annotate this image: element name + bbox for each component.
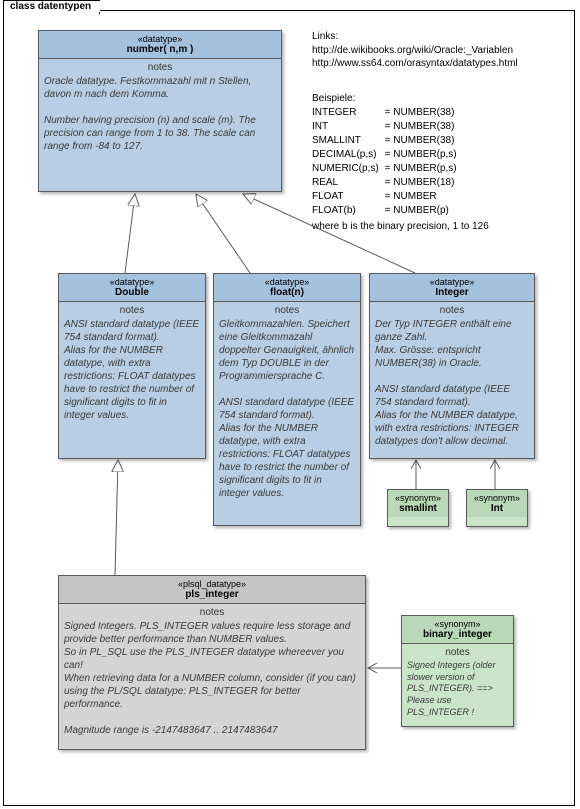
class-title: «datatype» Integer <box>370 274 534 302</box>
link-1: http://de.wikibooks.org/wiki/Oracle:_Var… <box>312 44 518 58</box>
links-heading: Links: <box>312 30 518 44</box>
examples-note: where b is the binary precision, 1 to 12… <box>312 218 489 234</box>
class-name: binary_integer <box>406 629 509 640</box>
frame-label: class datentypen <box>3 0 100 14</box>
notes-label: notes <box>59 302 205 316</box>
stereotype: «synonym» <box>406 619 509 629</box>
stereotype: «synonym» <box>471 493 523 503</box>
table-row: INTEGER= NUMBER(38) <box>312 106 463 120</box>
class-name: pls_integer <box>63 589 361 600</box>
class-title: «synonym» Int <box>467 490 527 517</box>
class-binary-integer: «synonym» binary_integer notes Signed In… <box>401 615 514 727</box>
table-row: FLOAT(b)= NUMBER(p) <box>312 204 463 218</box>
notes-label: notes <box>39 59 281 73</box>
class-title: «plsql_datatype» pls_integer <box>59 576 365 604</box>
stereotype: «datatype» <box>374 277 530 287</box>
class-title: «datatype» Double <box>59 274 205 302</box>
notes-label: notes <box>402 644 513 658</box>
notes-text: Signed Integers (older slower version of… <box>402 658 513 724</box>
class-name: number( n,m ) <box>43 44 277 55</box>
class-title: «synonym» binary_integer <box>402 616 513 644</box>
table-row: DECIMAL(p,s)= NUMBER(p,s) <box>312 148 463 162</box>
table-row: INT= NUMBER(38) <box>312 120 463 134</box>
table-row: SMALLINT= NUMBER(38) <box>312 134 463 148</box>
class-name: smallint <box>392 503 444 514</box>
stereotype: «plsql_datatype» <box>63 579 361 589</box>
stereotype: «datatype» <box>218 277 356 287</box>
notes-text: Der Typ INTEGER enthält eine ganze Zahl.… <box>370 316 534 454</box>
class-number: «datatype» number( n,m ) notes Oracle da… <box>38 30 282 192</box>
table-row: NUMERIC(p,s)= NUMBER(p,s) <box>312 162 463 176</box>
class-name: Int <box>471 503 523 514</box>
notes-label: notes <box>370 302 534 316</box>
table-row: FLOAT= NUMBER <box>312 190 463 204</box>
class-float: «datatype» float(n) notes Gleitkommazahl… <box>213 273 361 526</box>
class-title: «datatype» float(n) <box>214 274 360 302</box>
links-block: Links: http://de.wikibooks.org/wiki/Orac… <box>312 30 518 71</box>
examples-block: Beispiele: INTEGER= NUMBER(38) INT= NUMB… <box>312 92 489 234</box>
examples-table: INTEGER= NUMBER(38) INT= NUMBER(38) SMAL… <box>312 106 463 218</box>
examples-heading: Beispiele: <box>312 92 489 106</box>
stereotype: «synonym» <box>392 493 444 503</box>
class-title: «synonym» smallint <box>388 490 448 517</box>
notes-label: notes <box>59 604 365 618</box>
link-2: http://www.ss64.com/orasyntax/datatypes.… <box>312 57 518 71</box>
class-double: «datatype» Double notes ANSI standard da… <box>58 273 206 459</box>
class-pls-integer: «plsql_datatype» pls_integer notes Signe… <box>58 575 366 750</box>
class-smallint: «synonym» smallint <box>387 489 449 527</box>
notes-text: Gleitkommazahlen. Speichert eine Gleitko… <box>214 316 360 506</box>
stereotype: «datatype» <box>43 34 277 44</box>
table-row: REAL= NUMBER(18) <box>312 176 463 190</box>
notes-text: Oracle datatype. Festkommazahl mit n Ste… <box>39 73 281 159</box>
class-name: float(n) <box>218 287 356 298</box>
class-int: «synonym» Int <box>466 489 528 527</box>
class-name: Integer <box>374 287 530 298</box>
class-title: «datatype» number( n,m ) <box>39 31 281 59</box>
class-name: Double <box>63 287 201 298</box>
notes-text: Signed Integers. PLS_INTEGER values requ… <box>59 618 365 743</box>
notes-label: notes <box>214 302 360 316</box>
notes-text: ANSI standard datatype (IEEE 754 standar… <box>59 316 205 428</box>
stereotype: «datatype» <box>63 277 201 287</box>
class-integer: «datatype» Integer notes Der Typ INTEGER… <box>369 273 535 459</box>
